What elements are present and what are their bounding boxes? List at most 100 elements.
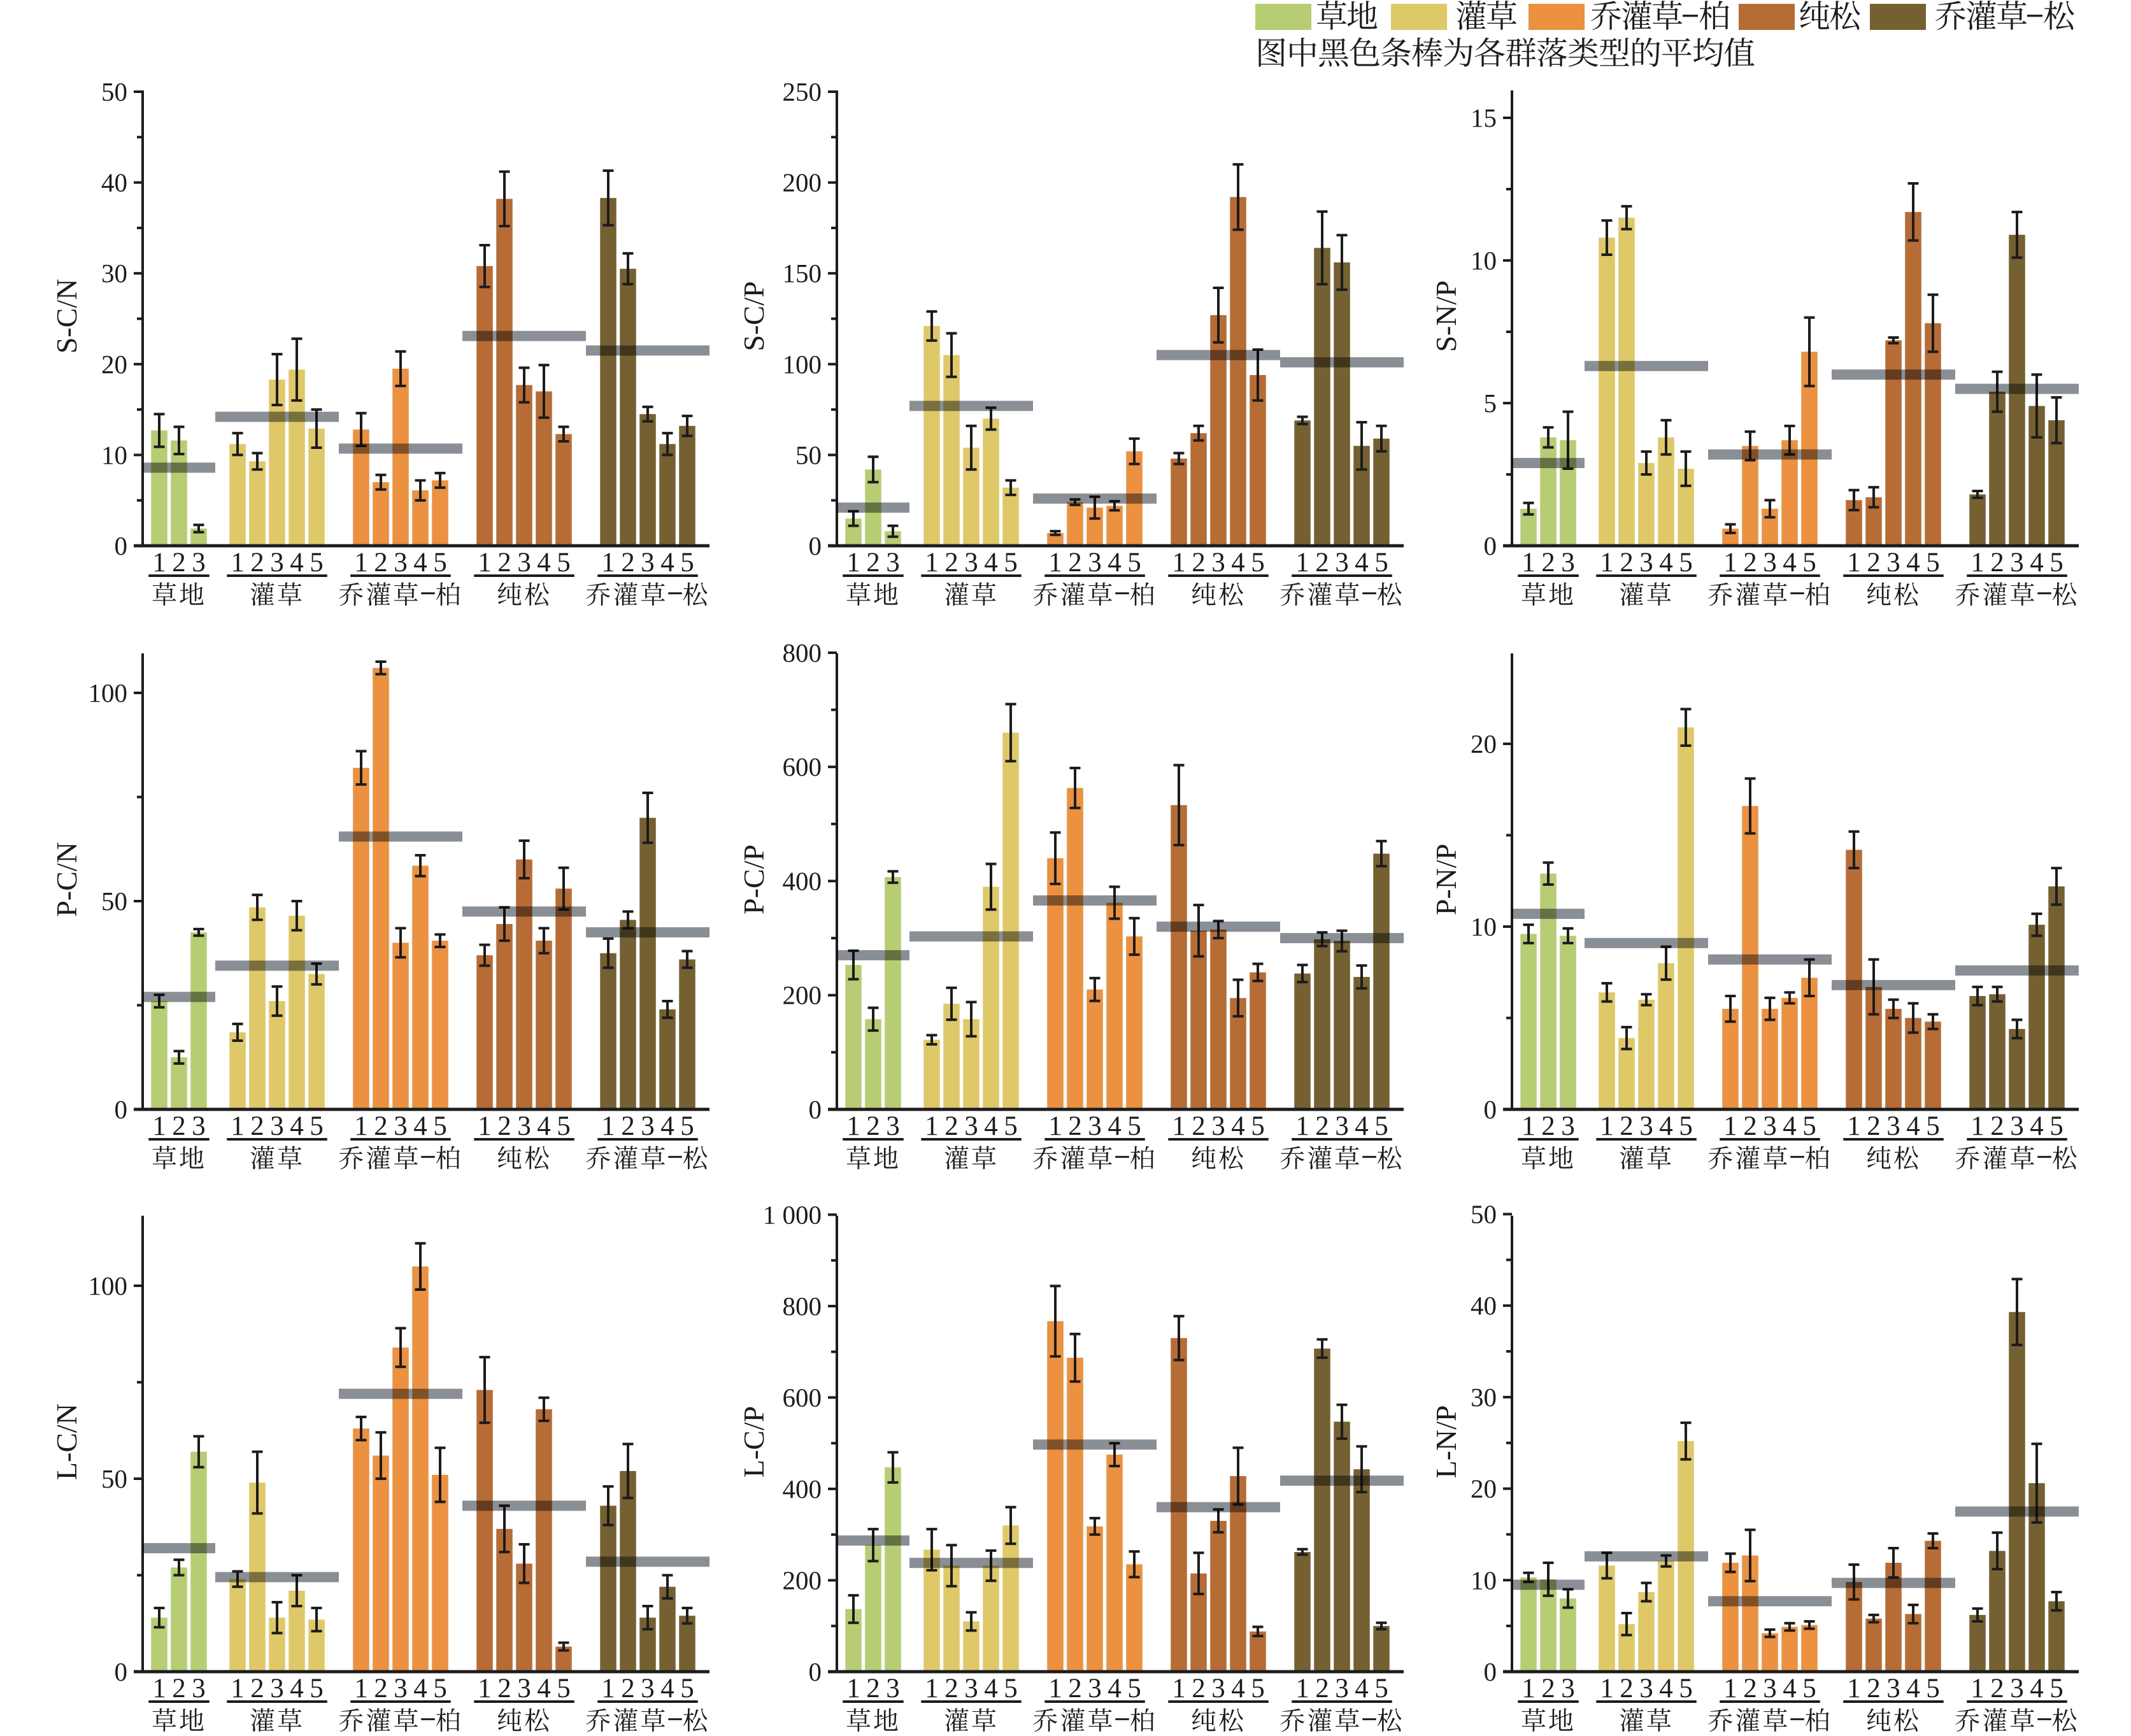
- svg-text:5: 5: [2049, 548, 2063, 578]
- svg-text:3: 3: [1211, 548, 1225, 578]
- svg-text:1: 1: [1295, 1111, 1309, 1141]
- svg-text:1: 1: [1723, 548, 1737, 578]
- svg-text:2: 2: [374, 548, 388, 578]
- svg-text:5: 5: [2049, 1111, 2063, 1141]
- svg-text:2: 2: [1990, 1111, 2004, 1141]
- svg-text:4: 4: [1231, 548, 1245, 578]
- svg-text:15: 15: [1471, 103, 1497, 132]
- svg-text:4: 4: [984, 1674, 998, 1704]
- svg-text:3: 3: [964, 1111, 978, 1141]
- svg-text:5: 5: [1004, 548, 1018, 578]
- svg-text:4: 4: [1783, 548, 1797, 578]
- svg-text:5: 5: [1926, 548, 1940, 578]
- svg-text:3: 3: [1639, 1674, 1653, 1704]
- svg-text:5: 5: [1679, 548, 1693, 578]
- svg-text:5: 5: [1374, 548, 1388, 578]
- svg-text:800: 800: [783, 638, 822, 667]
- svg-text:40: 40: [1471, 1291, 1497, 1320]
- svg-text:4: 4: [2030, 1674, 2044, 1704]
- svg-text:1: 1: [1522, 1111, 1536, 1141]
- svg-text:5: 5: [1802, 1674, 1816, 1704]
- svg-text:1: 1: [1172, 1674, 1186, 1704]
- svg-text:5: 5: [1251, 548, 1265, 578]
- svg-text:0: 0: [1484, 531, 1497, 560]
- svg-text:4: 4: [537, 1674, 551, 1704]
- svg-text:4: 4: [1783, 1674, 1797, 1704]
- svg-text:1: 1: [1295, 548, 1309, 578]
- svg-text:1: 1: [354, 1111, 368, 1141]
- svg-text:P-N/P: P-N/P: [1430, 844, 1462, 915]
- svg-text:1: 1: [1971, 548, 1985, 578]
- svg-text:1: 1: [152, 1111, 166, 1141]
- svg-text:3: 3: [270, 1674, 284, 1704]
- svg-text:3: 3: [886, 548, 900, 578]
- svg-text:5: 5: [680, 548, 694, 578]
- svg-text:1: 1: [1600, 1111, 1614, 1141]
- svg-text:4: 4: [1659, 548, 1673, 578]
- svg-text:800: 800: [783, 1291, 822, 1321]
- svg-text:3: 3: [394, 548, 408, 578]
- svg-text:1: 1: [478, 1674, 492, 1704]
- svg-text:3: 3: [517, 548, 531, 578]
- svg-text:0: 0: [809, 1657, 822, 1686]
- svg-text:200: 200: [783, 168, 822, 197]
- svg-text:20: 20: [101, 350, 127, 379]
- svg-text:5: 5: [557, 1674, 571, 1704]
- svg-text:2: 2: [1541, 548, 1555, 578]
- svg-text:3: 3: [964, 1674, 978, 1704]
- svg-text:5: 5: [1374, 1111, 1388, 1141]
- svg-text:0: 0: [809, 1095, 822, 1124]
- svg-text:2: 2: [1541, 1111, 1555, 1141]
- svg-text:200: 200: [783, 981, 822, 1010]
- svg-text:4: 4: [290, 548, 304, 578]
- svg-text:5: 5: [1926, 1111, 1940, 1141]
- svg-text:1: 1: [231, 548, 245, 578]
- svg-text:1: 1: [1172, 548, 1186, 578]
- svg-text:3: 3: [192, 1674, 206, 1704]
- svg-text:1: 1: [478, 548, 492, 578]
- svg-text:3: 3: [1763, 1674, 1777, 1704]
- svg-text:250: 250: [783, 77, 822, 106]
- svg-text:3: 3: [394, 1674, 408, 1704]
- svg-text:1: 1: [846, 548, 860, 578]
- svg-text:1: 1: [1600, 1674, 1614, 1704]
- svg-text:150: 150: [783, 259, 822, 288]
- svg-text:4: 4: [537, 1111, 551, 1141]
- svg-text:4: 4: [290, 1674, 304, 1704]
- svg-text:5: 5: [1251, 1674, 1265, 1704]
- svg-text:4: 4: [1906, 1674, 1920, 1704]
- svg-text:400: 400: [783, 1474, 822, 1504]
- svg-text:2: 2: [1068, 1674, 1082, 1704]
- svg-text:3: 3: [2010, 1111, 2024, 1141]
- svg-text:5: 5: [310, 548, 324, 578]
- svg-text:40: 40: [101, 168, 127, 197]
- svg-text:4: 4: [290, 1111, 304, 1141]
- svg-text:2: 2: [1192, 1674, 1206, 1704]
- svg-text:3: 3: [641, 1111, 655, 1141]
- svg-text:5: 5: [433, 1111, 447, 1141]
- svg-text:1: 1: [601, 1674, 615, 1704]
- svg-text:2: 2: [944, 1674, 959, 1704]
- svg-text:S-C/P: S-C/P: [738, 281, 770, 352]
- svg-text:1: 1: [1048, 1111, 1062, 1141]
- svg-text:2: 2: [1315, 1111, 1329, 1141]
- svg-text:L-N/P: L-N/P: [1430, 1405, 1462, 1479]
- svg-text:4: 4: [1906, 548, 1920, 578]
- svg-text:1: 1: [846, 1111, 860, 1141]
- svg-text:3: 3: [1211, 1674, 1225, 1704]
- svg-text:2: 2: [944, 1111, 959, 1141]
- svg-text:30: 30: [101, 259, 127, 288]
- svg-text:3: 3: [1763, 548, 1777, 578]
- svg-text:5: 5: [1802, 548, 1816, 578]
- svg-text:5: 5: [1926, 1674, 1940, 1704]
- svg-text:1: 1: [601, 548, 615, 578]
- svg-text:4: 4: [1231, 1674, 1245, 1704]
- svg-text:2: 2: [1620, 1674, 1634, 1704]
- svg-text:5: 5: [433, 548, 447, 578]
- svg-text:1: 1: [925, 548, 939, 578]
- svg-text:4: 4: [2030, 548, 2044, 578]
- svg-text:L-C/P: L-C/P: [738, 1406, 770, 1477]
- svg-text:2: 2: [172, 1674, 186, 1704]
- svg-text:3: 3: [270, 1111, 284, 1141]
- svg-text:1: 1: [231, 1111, 245, 1141]
